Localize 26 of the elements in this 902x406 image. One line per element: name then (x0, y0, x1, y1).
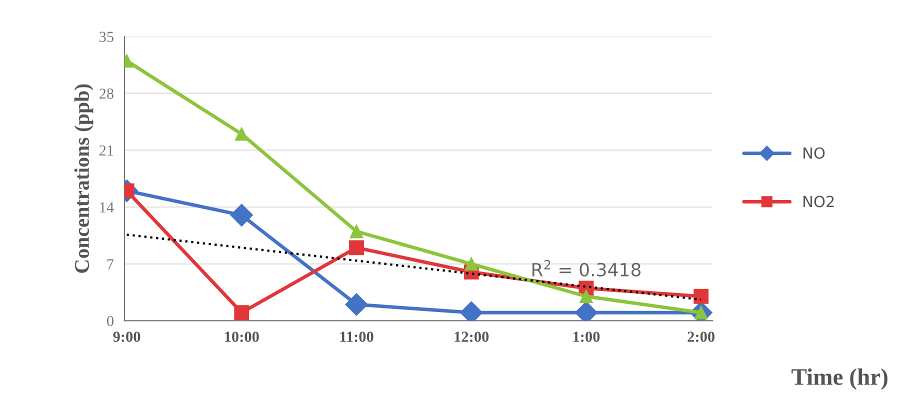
point (350, 224, 364, 238)
y-tick-label: 14 (100, 202, 114, 212)
point (694, 288, 709, 304)
point (464, 257, 478, 271)
x-tick-label: 9:00 (113, 332, 140, 342)
y-axis-title: Concentrations (ppb) (74, 84, 94, 273)
point (345, 293, 368, 316)
point (349, 240, 364, 256)
point (579, 290, 593, 304)
legend-label: NO2 (804, 196, 834, 208)
annotation: R$^{2}$ = 0.3418 (532, 260, 641, 277)
x-tick-label: 10:00 (225, 332, 259, 342)
x-tick-label: 12:00 (454, 332, 489, 342)
point (234, 127, 248, 141)
point (230, 204, 253, 227)
y-tick-label: 7 (107, 259, 114, 270)
x-tick-label: 2:00 (688, 332, 715, 342)
y-tick-label: 28 (99, 88, 114, 99)
y-tick-label: 0 (107, 316, 114, 326)
x-tick-label: 11:00 (340, 332, 374, 342)
x-tick-label: 1:00 (573, 332, 600, 342)
y-tick-label: 21 (99, 145, 114, 156)
y-tick-label: 35 (100, 32, 114, 42)
legend-label: NO (804, 147, 825, 159)
x-axis-title: Time (hr) (792, 368, 888, 390)
point (234, 305, 250, 320)
